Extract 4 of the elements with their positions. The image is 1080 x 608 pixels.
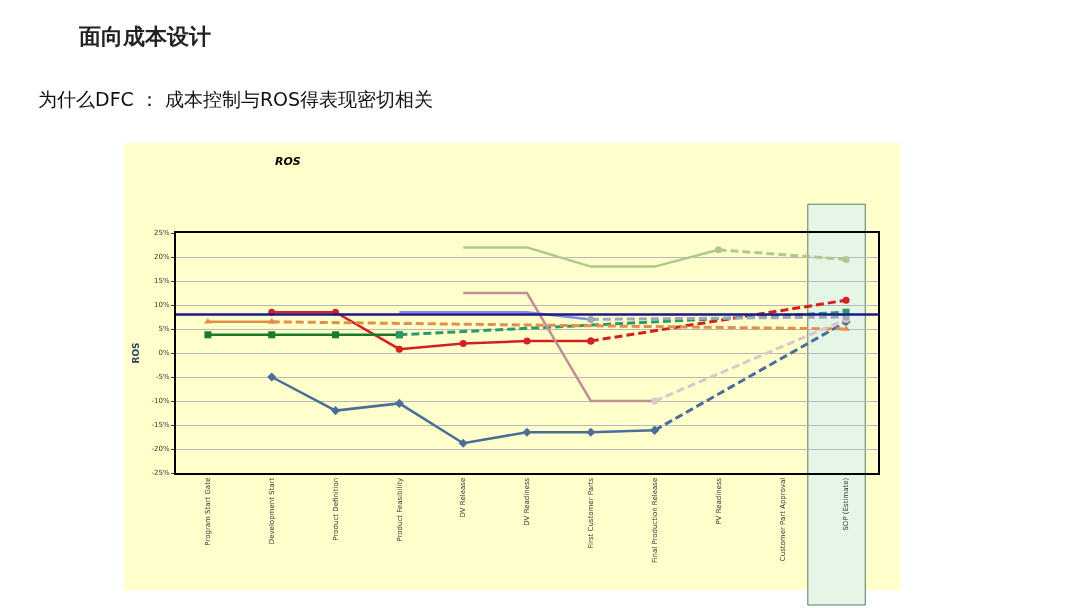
chart-title: 面向成本设计 [78, 24, 211, 49]
y-axis-title: ROS [131, 342, 142, 364]
text: ROS [275, 155, 301, 168]
chart-subtitle: 为什么DFC ： 成本控制与ROS得表现密切相关 [38, 88, 434, 110]
